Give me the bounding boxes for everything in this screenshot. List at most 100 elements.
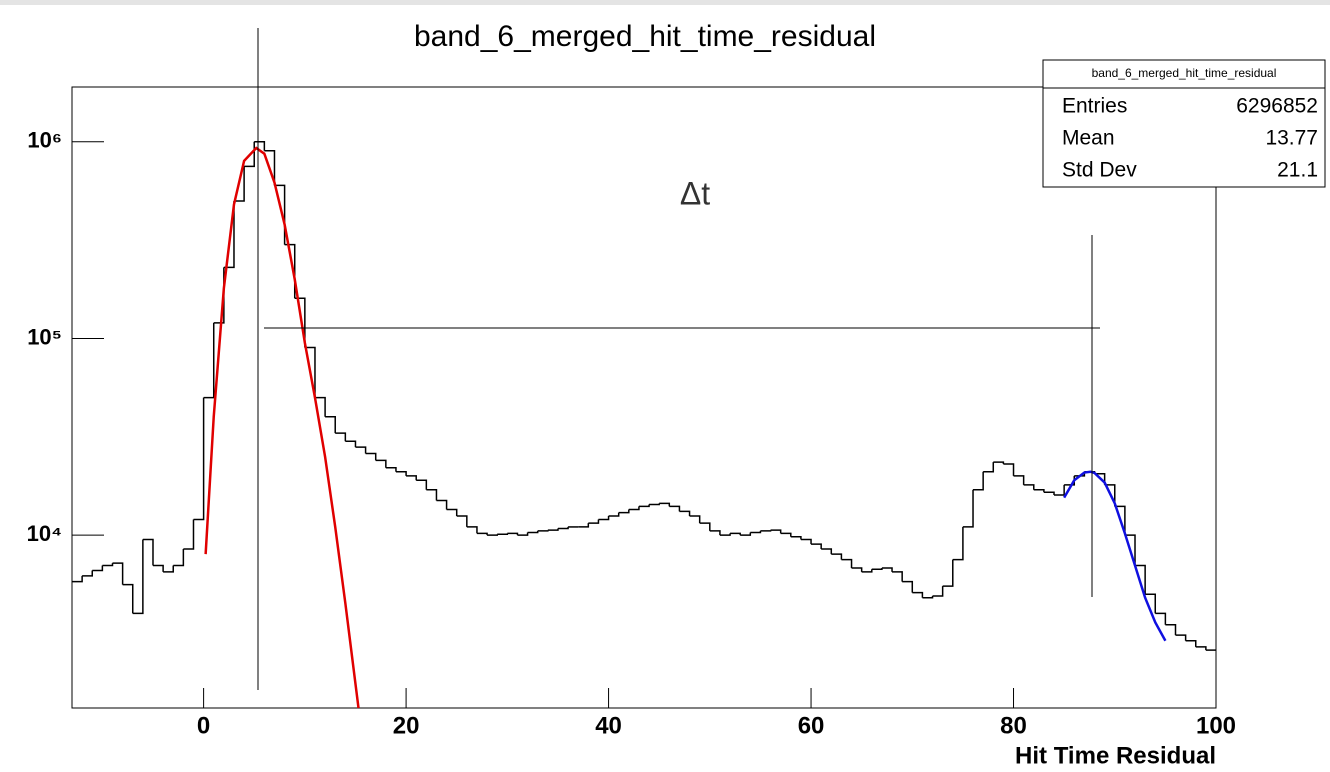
stats-box: band_6_merged_hit_time_residual Entries … bbox=[1042, 59, 1326, 188]
histogram-bin bbox=[203, 322, 215, 399]
histogram-bin bbox=[730, 532, 741, 536]
histogram-bin bbox=[233, 166, 245, 202]
histogram-bin bbox=[335, 432, 347, 442]
annotation: Δt bbox=[680, 175, 710, 211]
histogram-bin bbox=[1135, 564, 1146, 595]
histogram-bin bbox=[1145, 593, 1157, 614]
histogram-bin bbox=[152, 564, 164, 572]
histogram-bin bbox=[355, 446, 367, 454]
histogram-bin bbox=[669, 505, 681, 512]
stats-value: 21.1 bbox=[1277, 159, 1318, 182]
histogram-bin bbox=[142, 538, 154, 566]
histogram-bin bbox=[264, 150, 276, 186]
histogram-bin bbox=[537, 530, 549, 532]
histogram-bin bbox=[811, 543, 822, 549]
histogram-bin bbox=[466, 526, 478, 534]
histogram-bin bbox=[547, 528, 559, 531]
histogram-bin bbox=[112, 562, 124, 585]
x-tick-label: 100 bbox=[1196, 712, 1236, 739]
x-tick-label: 80 bbox=[1000, 712, 1027, 739]
histogram-bin bbox=[1033, 489, 1045, 493]
histogram-bin bbox=[72, 575, 83, 583]
histogram-bin bbox=[527, 530, 539, 534]
histogram-bin bbox=[1043, 491, 1055, 495]
histogram-bin bbox=[497, 533, 509, 535]
histogram-bin bbox=[517, 532, 529, 536]
histogram-bin bbox=[760, 530, 772, 532]
x-tick-label: 60 bbox=[798, 712, 825, 739]
histogram-bin bbox=[902, 580, 914, 593]
histogram-bin bbox=[1003, 463, 1015, 476]
histogram-bin bbox=[487, 534, 498, 536]
histogram-bin bbox=[750, 530, 762, 534]
histogram-bin bbox=[689, 515, 701, 524]
stats-value: 6296852 bbox=[1236, 95, 1318, 118]
fit-curve bbox=[204, 146, 360, 709]
histogram-bin bbox=[821, 548, 833, 555]
histogram-bin bbox=[446, 508, 458, 517]
histogram-bin bbox=[881, 567, 893, 572]
histogram-bin bbox=[973, 471, 984, 491]
histogram-bin bbox=[456, 515, 468, 527]
histogram-bin bbox=[476, 532, 488, 536]
histogram-bin bbox=[122, 583, 134, 614]
histogram-bin bbox=[132, 539, 144, 615]
histogram-bin bbox=[942, 559, 954, 587]
histogram-bin bbox=[912, 591, 924, 598]
histogram-bin bbox=[426, 489, 438, 501]
y-tick-label: 10⁴ bbox=[27, 521, 62, 546]
histogram-bin bbox=[82, 570, 93, 577]
histogram-bin bbox=[790, 536, 802, 540]
histogram-bin bbox=[1124, 534, 1136, 566]
plot-frame bbox=[71, 86, 1217, 709]
histogram-bin bbox=[1013, 475, 1025, 485]
histogram-bin bbox=[770, 529, 782, 534]
histogram-bin bbox=[365, 452, 377, 461]
histogram-bin bbox=[1023, 484, 1035, 490]
histogram-bin bbox=[163, 565, 174, 573]
histogram-bin bbox=[892, 571, 903, 582]
histogram-bin bbox=[314, 396, 326, 417]
histogram-bin bbox=[578, 523, 590, 528]
histogram-bin bbox=[983, 462, 995, 473]
histogram-bin bbox=[1175, 634, 1187, 641]
histogram-bin bbox=[193, 397, 205, 521]
histogram-bin bbox=[932, 586, 944, 597]
stats-title: band_6_merged_hit_time_residual bbox=[1092, 66, 1277, 80]
histogram-bin bbox=[709, 530, 721, 536]
histogram-bin bbox=[1054, 484, 1065, 496]
histogram-bin bbox=[345, 440, 357, 448]
histogram-bin bbox=[507, 532, 519, 536]
histogram-bin bbox=[588, 519, 600, 524]
top-strip bbox=[0, 0, 1330, 5]
histogram-bin bbox=[1195, 646, 1207, 651]
histogram-bin bbox=[962, 489, 974, 528]
stats-value: 13.77 bbox=[1265, 127, 1318, 150]
histogram-bin bbox=[436, 499, 448, 510]
histogram-bin bbox=[557, 526, 569, 530]
stats-key: Std Dev bbox=[1062, 159, 1137, 182]
histogram-bin bbox=[800, 538, 812, 545]
histogram-bin bbox=[993, 461, 1005, 464]
histogram-bin bbox=[831, 553, 843, 560]
histogram-bin bbox=[102, 563, 114, 567]
histogram-bin bbox=[679, 510, 691, 517]
histogram-bin bbox=[183, 519, 195, 550]
histogram-bin bbox=[699, 522, 711, 531]
histogram-bin bbox=[780, 532, 792, 537]
x-tick-label: 0 bbox=[197, 712, 210, 739]
histogram-bin bbox=[649, 503, 660, 506]
histogram-bin bbox=[325, 415, 336, 434]
histogram-bin bbox=[628, 506, 640, 511]
histogram-bin bbox=[841, 558, 853, 569]
histogram-bin bbox=[1165, 623, 1177, 636]
histogram-bin bbox=[406, 475, 417, 481]
histogram-bin bbox=[608, 512, 620, 517]
histogram-bin bbox=[1185, 640, 1197, 647]
x-axis-label: Hit Time Residual bbox=[1015, 742, 1216, 769]
histogram-bin bbox=[1155, 612, 1167, 625]
histogram-bin bbox=[861, 569, 873, 573]
x-tick-label: 20 bbox=[393, 712, 420, 739]
histogram-bin bbox=[618, 509, 630, 514]
